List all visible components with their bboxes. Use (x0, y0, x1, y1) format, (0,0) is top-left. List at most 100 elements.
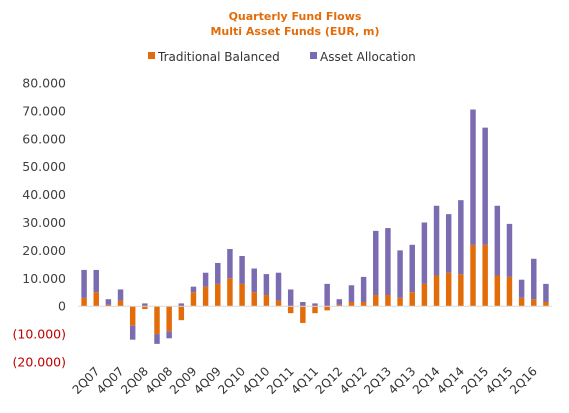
bar-traditional-balanced (445, 272, 452, 307)
y-tick-label: 20.000 (22, 243, 66, 258)
bar-traditional-balanced (433, 275, 440, 307)
bar-traditional-balanced (421, 283, 428, 307)
bar-traditional-balanced (227, 278, 233, 307)
bar-traditional-balanced (506, 276, 513, 307)
bar-asset-allocation (215, 262, 221, 284)
bar-traditional-balanced (312, 306, 318, 314)
bar-traditional-balanced (385, 295, 391, 307)
bar-asset-allocation (300, 302, 306, 307)
bar-asset-allocation (433, 205, 440, 276)
y-tick-label: (10.000) (13, 327, 67, 342)
bar-asset-allocation (470, 109, 476, 245)
x-tick-label: 4Q07 (94, 364, 127, 397)
x-tick-label: 4Q11 (288, 364, 321, 397)
y-tick-label: 70.000 (22, 103, 66, 118)
bar-asset-allocation (239, 255, 245, 284)
bar-asset-allocation (154, 334, 160, 344)
chart-subtitle: Multi Asset Funds (EUR, m) (210, 25, 379, 38)
bar-asset-allocation (142, 303, 148, 307)
bar-traditional-balanced (178, 306, 185, 321)
bar-traditional-balanced (190, 292, 197, 307)
bar-traditional-balanced (239, 283, 245, 307)
bar-asset-allocation (129, 325, 136, 340)
legend-label-asset-allocation: Asset Allocation (320, 50, 416, 64)
legend-swatch-asset-allocation (310, 52, 317, 59)
bar-traditional-balanced (93, 292, 99, 307)
bar-traditional-balanced (166, 306, 172, 332)
bar-traditional-balanced (397, 297, 403, 307)
bar-asset-allocation (263, 274, 270, 296)
bar-traditional-balanced (215, 283, 221, 307)
bar-traditional-balanced (348, 302, 355, 307)
bar-traditional-balanced (324, 306, 330, 311)
bar-asset-allocation (494, 205, 501, 276)
bar-asset-allocation (531, 258, 537, 300)
x-tick-label: 2Q13 (361, 364, 394, 397)
bar-traditional-balanced (518, 297, 525, 307)
bar-traditional-balanced (531, 299, 537, 307)
bar-traditional-balanced (470, 244, 476, 307)
bar-asset-allocation (117, 289, 124, 301)
x-tick-label: 4Q10 (240, 364, 273, 397)
bar-asset-allocation (385, 228, 391, 296)
x-tick-label: 2Q08 (118, 364, 151, 397)
bar-asset-allocation (397, 250, 403, 298)
legend-swatch-traditional-balanced (148, 52, 155, 59)
y-tick-label: 60.000 (22, 131, 66, 146)
bar-asset-allocation (421, 222, 428, 284)
bar-traditional-balanced (117, 300, 124, 307)
bars (81, 109, 549, 344)
bar-traditional-balanced (373, 295, 379, 307)
bar-traditional-balanced (543, 302, 549, 307)
bar-traditional-balanced (263, 295, 270, 307)
y-tick-label: 10.000 (22, 271, 66, 286)
bar-traditional-balanced (105, 304, 112, 307)
x-tick-label: 2Q15 (458, 364, 491, 397)
bar-asset-allocation (482, 127, 488, 245)
x-tick-label: 4Q12 (337, 364, 370, 397)
bar-asset-allocation (360, 276, 367, 303)
bar-traditional-balanced (300, 306, 306, 323)
bar-asset-allocation (81, 269, 87, 298)
legend-label-traditional-balanced: Traditional Balanced (157, 50, 280, 64)
bar-traditional-balanced (409, 292, 415, 307)
x-tick-label: 2Q16 (507, 364, 540, 397)
bar-asset-allocation (348, 285, 355, 303)
x-tick-label: 4Q14 (434, 364, 467, 397)
bar-asset-allocation (373, 230, 379, 296)
bar-traditional-balanced (494, 275, 501, 307)
bar-asset-allocation (287, 289, 294, 307)
y-tick-label: 80.000 (22, 76, 66, 91)
bar-asset-allocation (409, 244, 415, 293)
bar-asset-allocation (312, 303, 318, 307)
x-tick-label: 4Q15 (483, 364, 516, 397)
bar-asset-allocation (275, 272, 282, 301)
bar-asset-allocation (518, 279, 525, 298)
bar-asset-allocation (105, 299, 112, 305)
bar-traditional-balanced (360, 302, 367, 307)
bar-asset-allocation (543, 283, 549, 303)
bar-traditional-balanced (458, 274, 464, 307)
bar-asset-allocation (324, 283, 330, 307)
bar-traditional-balanced (251, 292, 257, 307)
y-tick-label: 40.000 (22, 187, 66, 202)
bar-asset-allocation (445, 214, 452, 273)
bar-traditional-balanced (275, 300, 282, 307)
bar-asset-allocation (227, 249, 233, 279)
chart-title: Quarterly Fund Flows (229, 10, 362, 23)
y-tick-label: 50.000 (22, 159, 66, 174)
bar-asset-allocation (178, 303, 185, 307)
x-axis: 2Q074Q072Q084Q082Q094Q092Q104Q102Q114Q11… (70, 364, 540, 397)
legend: Traditional Balanced Asset Allocation (148, 50, 416, 64)
bar-asset-allocation (506, 223, 513, 277)
x-tick-label: 2Q12 (313, 364, 346, 397)
bar-asset-allocation (458, 200, 464, 275)
bar-traditional-balanced (482, 244, 488, 307)
x-tick-label: 4Q13 (386, 364, 419, 397)
y-axis: 80.000 70.000 60.000 50.000 40.000 30.000 20.0… (13, 76, 67, 370)
x-tick-label: 4Q09 (191, 364, 224, 397)
bar-asset-allocation (202, 272, 209, 287)
x-tick-label: 2Q10 (215, 364, 248, 397)
bar-asset-allocation (251, 268, 257, 293)
